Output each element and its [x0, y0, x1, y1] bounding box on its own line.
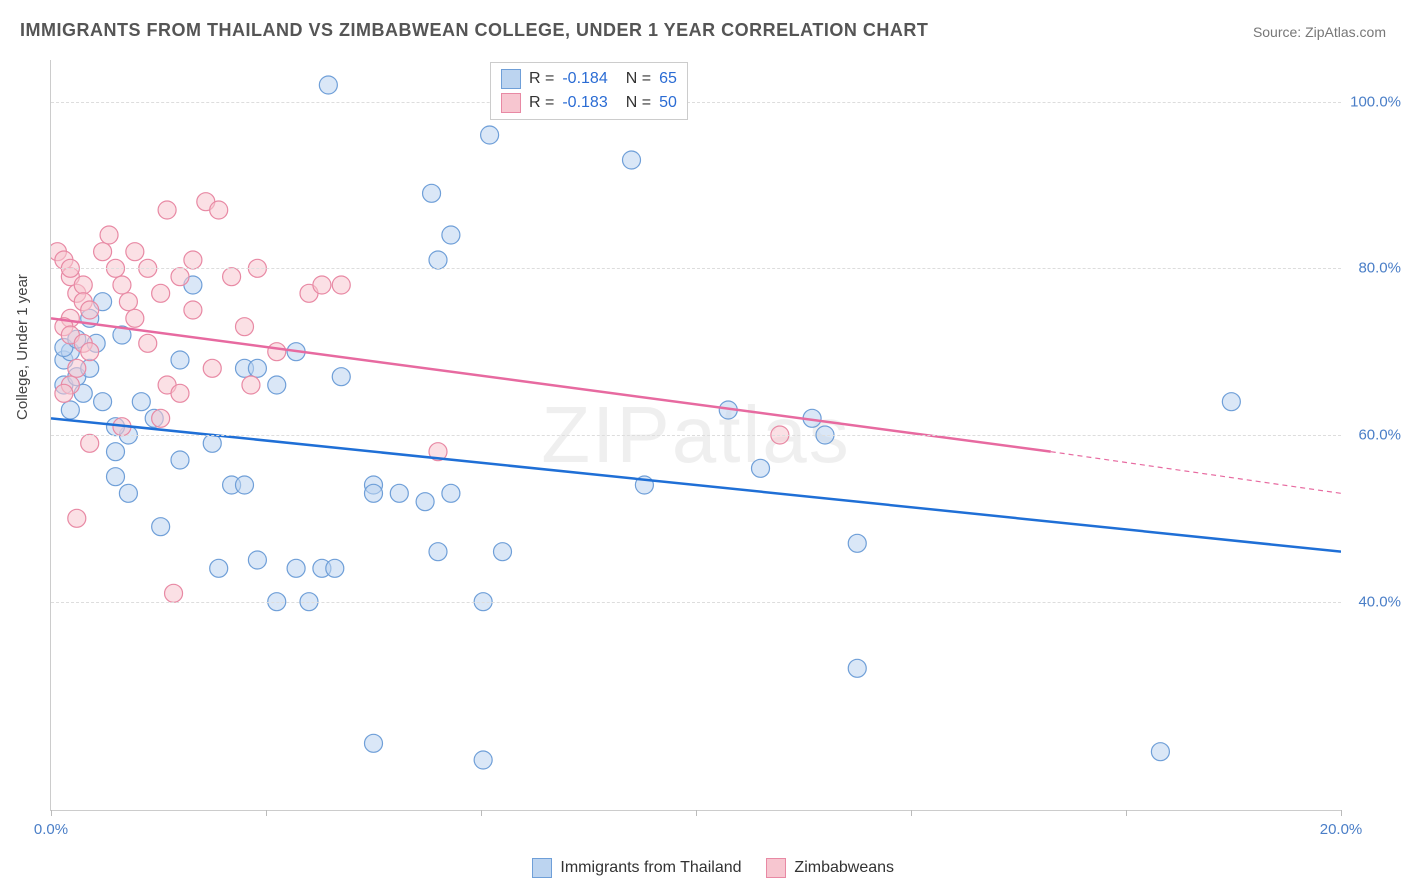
swatch-zimbabwe: [501, 93, 521, 113]
grid-line: [51, 435, 1341, 436]
n-value-zimbabwe: 50: [659, 94, 677, 112]
y-axis-label: College, Under 1 year: [14, 274, 31, 420]
n-value-thailand: 65: [659, 70, 677, 88]
chart-title: IMMIGRANTS FROM THAILAND VS ZIMBABWEAN C…: [20, 20, 928, 41]
r-value-thailand: -0.184: [562, 70, 607, 88]
x-tick: [1341, 810, 1342, 816]
legend-swatch-thailand: [532, 858, 552, 878]
source-label: Source: ZipAtlas.com: [1253, 24, 1386, 40]
n-label: N =: [626, 70, 651, 88]
grid-line: [51, 602, 1341, 603]
x-tick: [51, 810, 52, 816]
grid-line: [51, 268, 1341, 269]
stats-row-thailand: R = -0.184 N = 65: [501, 67, 677, 91]
x-tick: [481, 810, 482, 816]
stats-row-zimbabwe: R = -0.183 N = 50: [501, 91, 677, 115]
bottom-legend: Immigrants from Thailand Zimbabweans: [0, 858, 1406, 878]
x-tick: [1126, 810, 1127, 816]
r-value-zimbabwe: -0.183: [562, 94, 607, 112]
r-label: R =: [529, 94, 554, 112]
legend-label-zimbabwe: Zimbabweans: [794, 859, 894, 876]
x-tick-label: 20.0%: [1320, 821, 1363, 838]
swatch-thailand: [501, 69, 521, 89]
legend-label-thailand: Immigrants from Thailand: [560, 859, 741, 876]
y-tick-label: 100.0%: [1350, 93, 1401, 110]
y-tick-label: 60.0%: [1358, 427, 1401, 444]
x-tick: [696, 810, 697, 816]
x-tick-label: 0.0%: [34, 821, 68, 838]
stats-legend: R = -0.184 N = 65 R = -0.183 N = 50: [490, 62, 688, 120]
legend-swatch-zimbabwe: [766, 858, 786, 878]
x-tick: [911, 810, 912, 816]
x-tick: [266, 810, 267, 816]
y-tick-label: 80.0%: [1358, 260, 1401, 277]
grid-line: [51, 102, 1341, 103]
r-label: R =: [529, 70, 554, 88]
n-label: N =: [626, 94, 651, 112]
scatter-plot: ZIPatlas 40.0%60.0%80.0%100.0%0.0%20.0%: [50, 60, 1341, 811]
y-tick-label: 40.0%: [1358, 593, 1401, 610]
